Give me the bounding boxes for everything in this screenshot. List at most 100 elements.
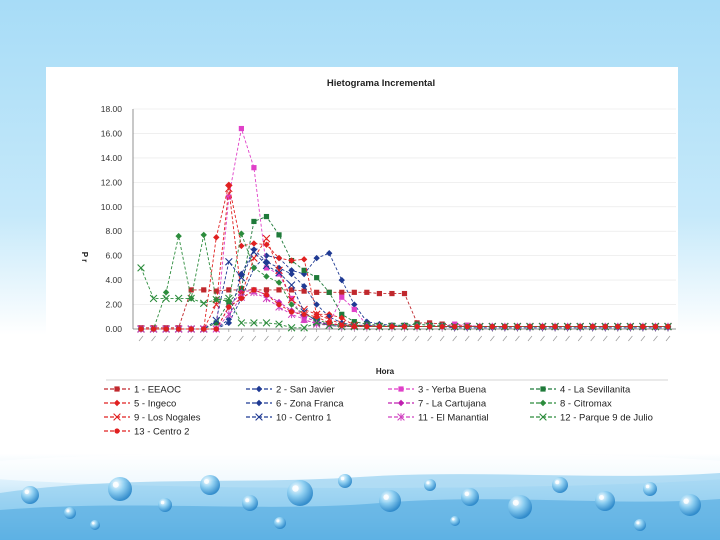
data-point bbox=[225, 310, 233, 319]
data-point bbox=[389, 323, 395, 330]
x-tick-glyph bbox=[364, 335, 370, 342]
series-9 bbox=[137, 184, 672, 333]
data-point bbox=[213, 320, 219, 326]
data-point bbox=[275, 320, 283, 328]
data-point bbox=[313, 254, 320, 262]
data-point bbox=[263, 292, 270, 298]
data-point bbox=[225, 257, 233, 266]
water-drop-highlight bbox=[292, 485, 299, 492]
water-drop bbox=[643, 482, 657, 496]
data-point bbox=[577, 323, 583, 330]
data-point bbox=[288, 257, 295, 264]
data-point bbox=[225, 316, 233, 323]
x-tick-glyph bbox=[615, 335, 621, 342]
x-tick-glyph bbox=[602, 335, 608, 342]
x-tick-glyph bbox=[477, 335, 483, 342]
water-drop-highlight bbox=[683, 498, 689, 504]
data-point bbox=[276, 271, 282, 277]
water-drop bbox=[634, 519, 646, 531]
x-tick-glyph bbox=[352, 335, 357, 342]
data-point bbox=[615, 323, 621, 330]
x-tick-glyph bbox=[339, 335, 345, 342]
x-tick-glyph bbox=[138, 335, 144, 342]
data-point bbox=[175, 232, 182, 240]
data-point bbox=[477, 323, 483, 330]
x-tick-glyph bbox=[326, 335, 332, 342]
water-drop bbox=[508, 495, 532, 519]
legend-item: 5 - Ingeco bbox=[104, 399, 176, 410]
legend-swatch-marker bbox=[113, 399, 121, 407]
data-point bbox=[188, 326, 194, 332]
water-drop bbox=[679, 494, 701, 516]
data-point bbox=[351, 323, 357, 330]
x-tick-glyph bbox=[188, 335, 194, 342]
water-drop bbox=[595, 491, 615, 511]
data-point bbox=[237, 273, 246, 282]
legend-item: 6 - Zona Franca bbox=[246, 399, 344, 410]
y-tick-label: 10.00 bbox=[101, 202, 123, 212]
data-point bbox=[301, 311, 307, 317]
data-point bbox=[163, 326, 169, 332]
x-tick-glyph bbox=[490, 335, 495, 342]
water-drop-highlight bbox=[636, 521, 640, 525]
x-tick-glyph bbox=[540, 335, 545, 342]
data-point bbox=[376, 323, 383, 330]
water-drop-highlight bbox=[160, 500, 165, 505]
water-drop bbox=[274, 517, 286, 529]
data-point bbox=[162, 289, 170, 296]
data-point bbox=[225, 184, 233, 193]
data-point bbox=[251, 218, 257, 225]
data-point bbox=[251, 287, 257, 293]
legend-swatch-marker bbox=[540, 386, 546, 392]
data-point bbox=[263, 273, 270, 280]
x-tick-glyph bbox=[201, 335, 207, 342]
data-point bbox=[238, 230, 245, 237]
y-tick-label: 6.00 bbox=[105, 251, 122, 261]
data-point bbox=[275, 279, 283, 286]
data-point bbox=[339, 289, 345, 295]
x-tick-glyph bbox=[239, 335, 244, 342]
data-point bbox=[339, 322, 345, 328]
data-point bbox=[314, 314, 320, 320]
legend-item: 11 - El Manantial bbox=[388, 413, 489, 424]
data-point bbox=[312, 319, 321, 327]
data-point bbox=[212, 295, 221, 304]
data-point bbox=[300, 323, 308, 332]
y-tick-label: 18.00 bbox=[101, 104, 123, 114]
legend-label: 13 - Centro 2 bbox=[134, 427, 189, 438]
data-point bbox=[213, 288, 219, 294]
y-tick-label: 4.00 bbox=[105, 275, 122, 285]
water-drop-highlight bbox=[645, 484, 650, 489]
x-tick-glyph bbox=[251, 335, 257, 342]
x-tick-glyph bbox=[640, 335, 646, 342]
legend-swatch-marker bbox=[114, 428, 120, 434]
data-point bbox=[627, 323, 633, 330]
data-point bbox=[137, 264, 145, 272]
series-4 bbox=[138, 213, 671, 332]
data-point bbox=[287, 323, 296, 332]
x-tick-glyph bbox=[565, 335, 570, 342]
water-drop-highlight bbox=[112, 481, 119, 488]
x-tick-glyph bbox=[439, 335, 445, 342]
legend: 1 - EEAOC 2 - San Javier 3 - Yerba Buena 4 … bbox=[104, 379, 668, 438]
data-point bbox=[238, 242, 245, 250]
data-point bbox=[338, 314, 345, 322]
x-tick-glyph bbox=[464, 335, 470, 342]
data-point bbox=[263, 213, 270, 220]
x-tick-glyph bbox=[151, 335, 156, 342]
data-point bbox=[174, 294, 183, 303]
data-point bbox=[225, 319, 233, 327]
x-tick-glyph bbox=[226, 335, 232, 342]
data-point bbox=[188, 287, 194, 293]
data-point bbox=[514, 323, 521, 330]
data-point bbox=[276, 287, 282, 293]
water-drop-highlight bbox=[383, 494, 389, 500]
data-point bbox=[426, 323, 433, 330]
data-point bbox=[602, 323, 608, 330]
data-point bbox=[201, 326, 207, 332]
data-point bbox=[288, 301, 295, 308]
data-point bbox=[250, 240, 258, 247]
water-drop bbox=[21, 486, 39, 504]
legend-label: 3 - Yerba Buena bbox=[418, 385, 487, 396]
chart-title: Hietograma Incremental bbox=[327, 78, 435, 89]
